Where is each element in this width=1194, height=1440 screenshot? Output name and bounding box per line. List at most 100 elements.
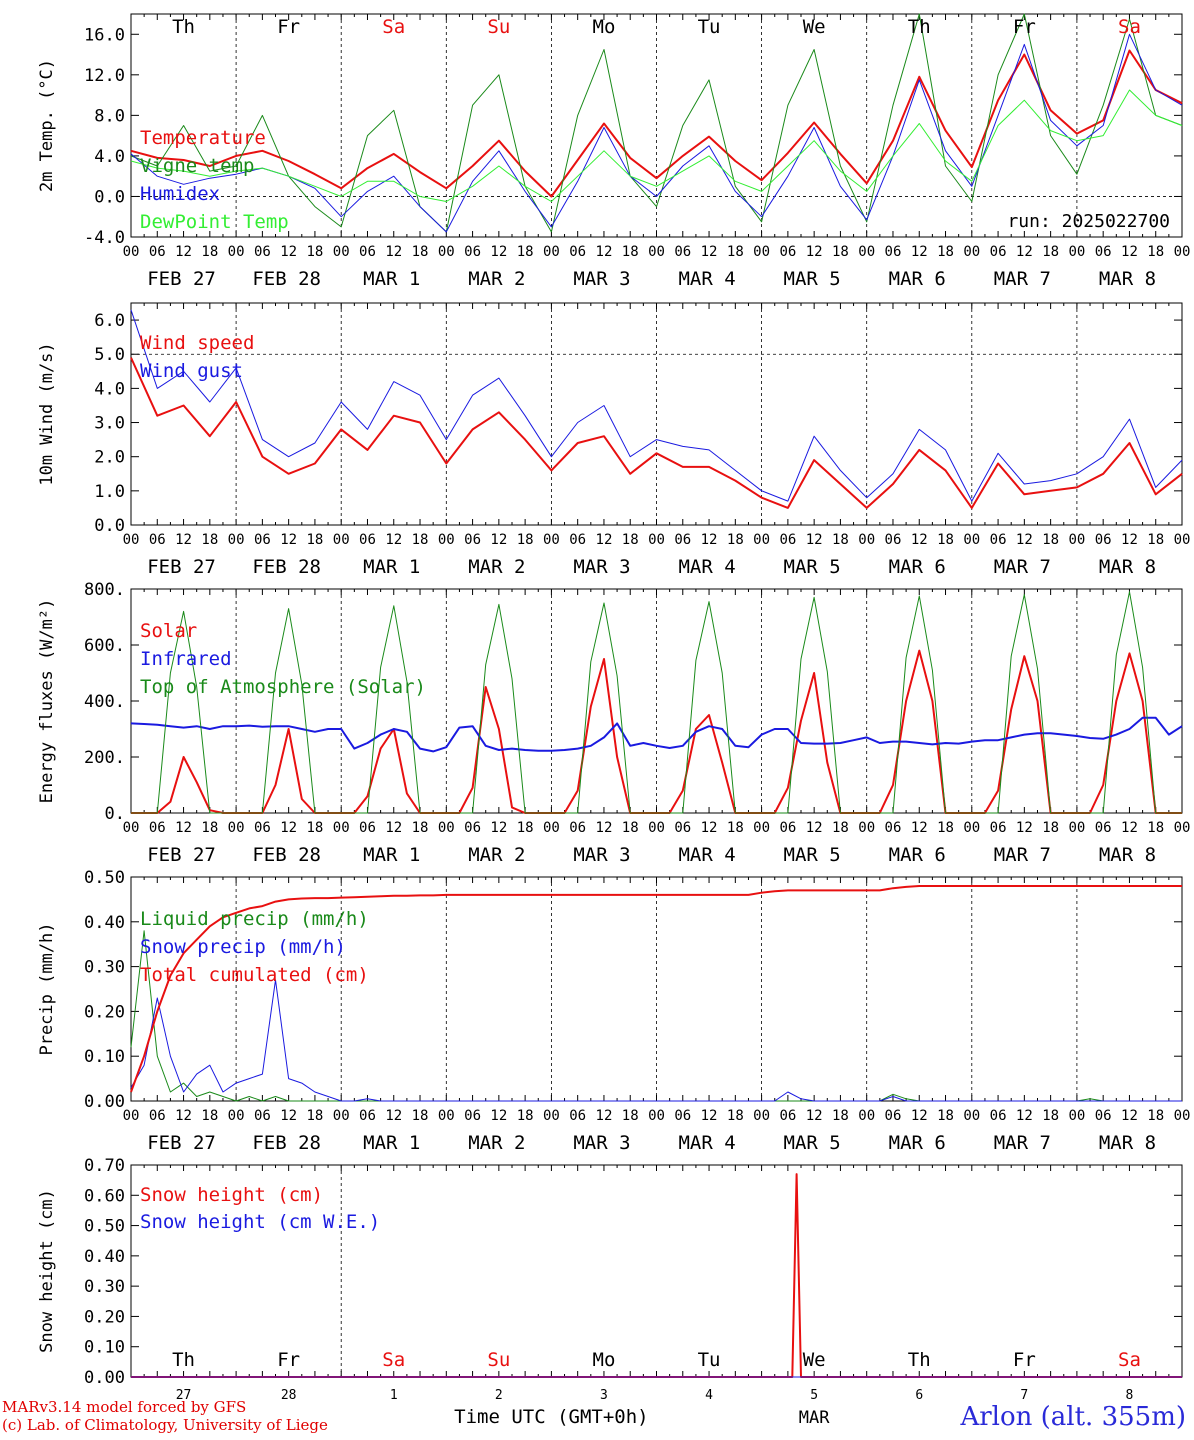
date-label: MAR 4: [678, 1132, 735, 1154]
hour-tick-label: 00: [438, 820, 455, 836]
hour-tick-label: 00: [753, 244, 770, 260]
hour-tick-label: 00: [438, 1108, 455, 1124]
day-number-label: 8: [1126, 1388, 1134, 1403]
date-label: MAR 7: [994, 1132, 1051, 1154]
date-label: FEB 28: [252, 268, 321, 290]
date-label: FEB 27: [147, 1132, 216, 1154]
hour-tick-label: 06: [674, 820, 691, 836]
y-tick-label: 0.0: [94, 516, 125, 536]
y-tick-label: 1.0: [94, 482, 125, 502]
hour-tick-label: 18: [1042, 820, 1059, 836]
hour-tick-label: 12: [280, 532, 297, 548]
date-label: MAR 1: [363, 556, 420, 578]
hour-tick-label: 06: [779, 244, 796, 260]
plot-frame-2: [130, 588, 1183, 814]
hour-tick-label: 06: [359, 1108, 376, 1124]
hour-tick-label: 12: [596, 244, 613, 260]
hour-tick-label: 18: [937, 1108, 954, 1124]
date-label: MAR 5: [784, 1132, 841, 1154]
y-tick-label: 0.40: [84, 1247, 125, 1267]
weekday-label: Sa: [1118, 16, 1141, 38]
hour-tick-label: 06: [779, 1108, 796, 1124]
date-label: MAR 6: [889, 1132, 946, 1154]
day-number-label: 28: [281, 1388, 297, 1403]
weekday-label: Sa: [382, 16, 405, 38]
date-label: MAR 4: [678, 268, 735, 290]
hour-tick-label: 06: [149, 820, 166, 836]
hour-tick-label: 00: [648, 532, 665, 548]
hour-tick-label: 18: [622, 820, 639, 836]
hour-tick-label: 18: [517, 1108, 534, 1124]
hour-tick-label: 18: [1147, 820, 1164, 836]
series-line-0-0: [130, 49, 1183, 198]
model-credit-text: MARv3.14 model forced by GFS: [2, 1398, 247, 1416]
hour-tick-label: 12: [385, 532, 402, 548]
hour-tick-label: 06: [254, 244, 271, 260]
hour-tick-label: 00: [963, 1108, 980, 1124]
hour-tick-label: 06: [885, 532, 902, 548]
weekday-label: We: [803, 1349, 826, 1371]
hour-tick-label: 12: [490, 1108, 507, 1124]
hour-tick-label: 12: [806, 532, 823, 548]
series-line-3-2: [130, 885, 1182, 1093]
hour-tick-label: 18: [1147, 1108, 1164, 1124]
hour-tick-label: 06: [990, 532, 1007, 548]
hour-tick-label: 00: [228, 820, 245, 836]
date-label: MAR 8: [1099, 1132, 1156, 1154]
hour-tick-label: 18: [1042, 244, 1059, 260]
hour-tick-label: 18: [727, 1108, 744, 1124]
hour-tick-label: 12: [596, 532, 613, 548]
hour-tick-label: 18: [622, 244, 639, 260]
series-line-0-2: [130, 33, 1183, 233]
date-label: MAR 4: [678, 556, 735, 578]
weekday-label: Th: [908, 16, 931, 38]
date-label: FEB 27: [147, 556, 216, 578]
hour-tick-label: 06: [990, 1108, 1007, 1124]
weekday-label: Tu: [698, 1349, 721, 1371]
day-number-label: 27: [176, 1388, 192, 1403]
hour-tick-label: 00: [753, 820, 770, 836]
hour-tick-label: 06: [569, 1108, 586, 1124]
hour-tick-label: 06: [779, 532, 796, 548]
hour-tick-label: 18: [306, 1108, 323, 1124]
weekday-label: Mo: [593, 16, 616, 38]
hour-tick-label: 18: [306, 244, 323, 260]
y-tick-label: 0.10: [84, 1338, 125, 1358]
hour-tick-label: 12: [385, 244, 402, 260]
date-label: MAR 5: [784, 556, 841, 578]
hour-tick-label: 12: [280, 820, 297, 836]
hour-tick-label: 00: [543, 1108, 560, 1124]
date-label: MAR 2: [468, 268, 525, 290]
hour-tick-label: 00: [858, 244, 875, 260]
date-label: FEB 28: [252, 844, 321, 866]
weekday-label: Su: [487, 16, 510, 38]
day-number-label: 7: [1020, 1388, 1028, 1403]
hour-tick-label: 12: [596, 820, 613, 836]
hour-tick-label: 12: [280, 244, 297, 260]
date-label: MAR 3: [573, 1132, 630, 1154]
legend-entry: Humidex: [140, 183, 220, 205]
hour-tick-label: 06: [254, 820, 271, 836]
hour-tick-label: 12: [1121, 532, 1138, 548]
hour-tick-label: 12: [1016, 532, 1033, 548]
hour-tick-label: 06: [779, 820, 796, 836]
hour-tick-label: 18: [1042, 532, 1059, 548]
y-axis-label: Precip (mm/h): [37, 922, 57, 1055]
y-tick-label: 0.00: [84, 1368, 125, 1388]
hour-tick-label: 12: [701, 244, 718, 260]
series-line-0-3: [130, 89, 1183, 202]
y-tick-label: 800.: [84, 580, 125, 600]
y-tick-label: 0.: [105, 804, 125, 824]
y-tick-label: 0.0: [94, 187, 125, 207]
hour-tick-label: 06: [990, 244, 1007, 260]
hour-tick-label: 12: [701, 532, 718, 548]
weekday-label: Su: [487, 1349, 510, 1371]
weekday-label: We: [803, 16, 826, 38]
date-label: MAR 8: [1099, 268, 1156, 290]
hour-tick-label: 12: [911, 1108, 928, 1124]
hour-tick-label: 18: [1147, 244, 1164, 260]
time-axis-title: Time UTC (GMT+0h): [454, 1406, 648, 1428]
hour-tick-label: 06: [1095, 820, 1112, 836]
date-label: MAR 7: [994, 268, 1051, 290]
hour-tick-label: 06: [674, 244, 691, 260]
